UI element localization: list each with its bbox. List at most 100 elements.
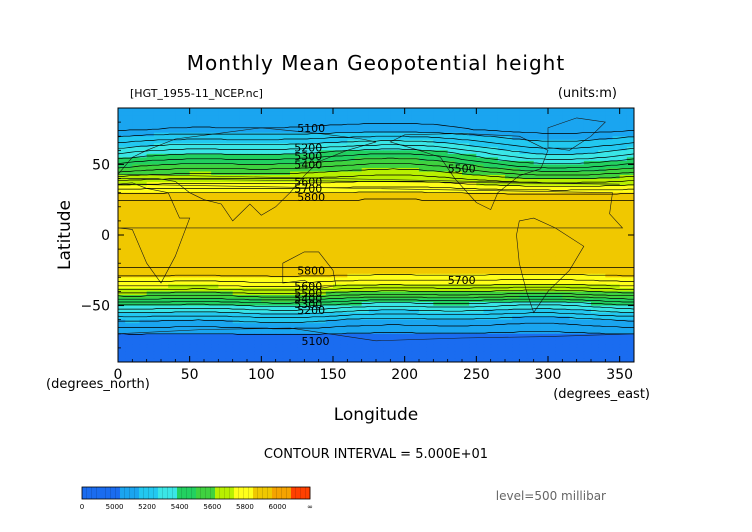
field-cell bbox=[340, 175, 348, 180]
field-cell bbox=[397, 305, 406, 310]
field-cell bbox=[333, 284, 341, 289]
field-cell bbox=[497, 319, 506, 324]
field-cell bbox=[311, 111, 320, 116]
field-cell bbox=[583, 143, 592, 148]
field-cell bbox=[533, 178, 542, 183]
field-cell bbox=[268, 227, 277, 233]
field-cell bbox=[376, 160, 384, 166]
field-cell bbox=[268, 242, 277, 247]
field-cell bbox=[426, 231, 434, 236]
field-cell bbox=[440, 217, 449, 222]
field-cell bbox=[605, 231, 614, 236]
field-cell bbox=[318, 189, 327, 194]
field-cell bbox=[626, 287, 634, 293]
field-cell bbox=[569, 139, 578, 144]
field-cell bbox=[361, 111, 370, 116]
field-cell bbox=[497, 217, 506, 222]
field-cell bbox=[211, 150, 219, 155]
field-cell bbox=[354, 340, 363, 345]
field-cell bbox=[325, 213, 334, 218]
field-cell bbox=[562, 203, 571, 208]
field-cell bbox=[361, 256, 370, 261]
field-cell bbox=[548, 122, 556, 127]
field-cell bbox=[275, 249, 284, 254]
field-cell bbox=[376, 312, 384, 317]
field-cell bbox=[411, 227, 420, 233]
field-cell bbox=[476, 337, 485, 342]
field-cell bbox=[325, 270, 334, 275]
field-cell bbox=[426, 337, 434, 342]
field-cell bbox=[225, 266, 234, 271]
field-cell bbox=[261, 337, 270, 342]
field-cell bbox=[218, 266, 227, 271]
field-cell bbox=[626, 139, 634, 144]
field-cell bbox=[426, 213, 434, 218]
field-cell bbox=[333, 302, 341, 307]
field-cell bbox=[261, 277, 270, 282]
field-cell bbox=[462, 224, 470, 229]
field-cell bbox=[254, 213, 262, 218]
field-cell bbox=[261, 263, 270, 268]
field-cell bbox=[146, 270, 155, 275]
field-cell bbox=[139, 305, 148, 310]
field-cell bbox=[225, 347, 234, 353]
field-cell bbox=[555, 196, 563, 201]
field-cell bbox=[555, 263, 563, 268]
field-cell bbox=[497, 111, 506, 116]
field-cell bbox=[626, 224, 634, 229]
field-cell bbox=[146, 280, 155, 285]
field-cell bbox=[605, 167, 614, 173]
field-cell bbox=[454, 344, 463, 349]
field-cell bbox=[268, 129, 277, 134]
field-cell bbox=[526, 344, 535, 349]
field-cell bbox=[161, 256, 169, 261]
field-cell bbox=[304, 337, 313, 342]
field-cell bbox=[325, 210, 334, 215]
field-cell bbox=[440, 143, 449, 148]
field-cell bbox=[605, 330, 614, 335]
field-cell bbox=[368, 203, 377, 208]
field-cell bbox=[247, 330, 255, 335]
field-cell bbox=[419, 259, 427, 264]
field-cell bbox=[297, 192, 305, 197]
field-cell bbox=[440, 337, 449, 342]
field-cell bbox=[175, 351, 184, 356]
field-cell bbox=[397, 263, 406, 268]
field-cell bbox=[569, 164, 578, 169]
field-cell bbox=[576, 143, 585, 148]
field-cell bbox=[268, 312, 277, 317]
field-cell bbox=[598, 263, 606, 268]
field-cell bbox=[290, 125, 298, 130]
field-cell bbox=[411, 277, 420, 282]
field-cell bbox=[426, 153, 434, 158]
field-cell bbox=[419, 227, 427, 233]
field-cell bbox=[247, 245, 255, 250]
field-cell bbox=[354, 171, 363, 176]
field-cell bbox=[189, 210, 198, 215]
field-cell bbox=[311, 277, 320, 282]
field-cell bbox=[447, 108, 456, 113]
field-cell bbox=[354, 146, 363, 151]
field-cell bbox=[383, 259, 391, 264]
field-cell bbox=[354, 150, 363, 155]
field-cell bbox=[325, 238, 334, 243]
field-cell bbox=[204, 206, 212, 211]
field-cell bbox=[598, 340, 606, 345]
field-cell bbox=[505, 132, 513, 137]
field-cell bbox=[562, 273, 571, 278]
field-cell bbox=[161, 227, 169, 233]
field-cell bbox=[161, 351, 169, 356]
field-cell bbox=[139, 118, 148, 123]
field-cell bbox=[454, 302, 463, 307]
field-cell bbox=[146, 115, 155, 120]
field-cell bbox=[268, 213, 277, 218]
field-cell bbox=[146, 312, 155, 317]
field-cell bbox=[125, 125, 133, 130]
field-cell bbox=[361, 139, 370, 144]
field-cell bbox=[153, 231, 162, 236]
field-cell bbox=[519, 220, 528, 226]
field-cell bbox=[146, 224, 155, 229]
field-cell bbox=[512, 125, 520, 130]
field-cell bbox=[196, 160, 205, 166]
field-cell bbox=[196, 340, 205, 345]
